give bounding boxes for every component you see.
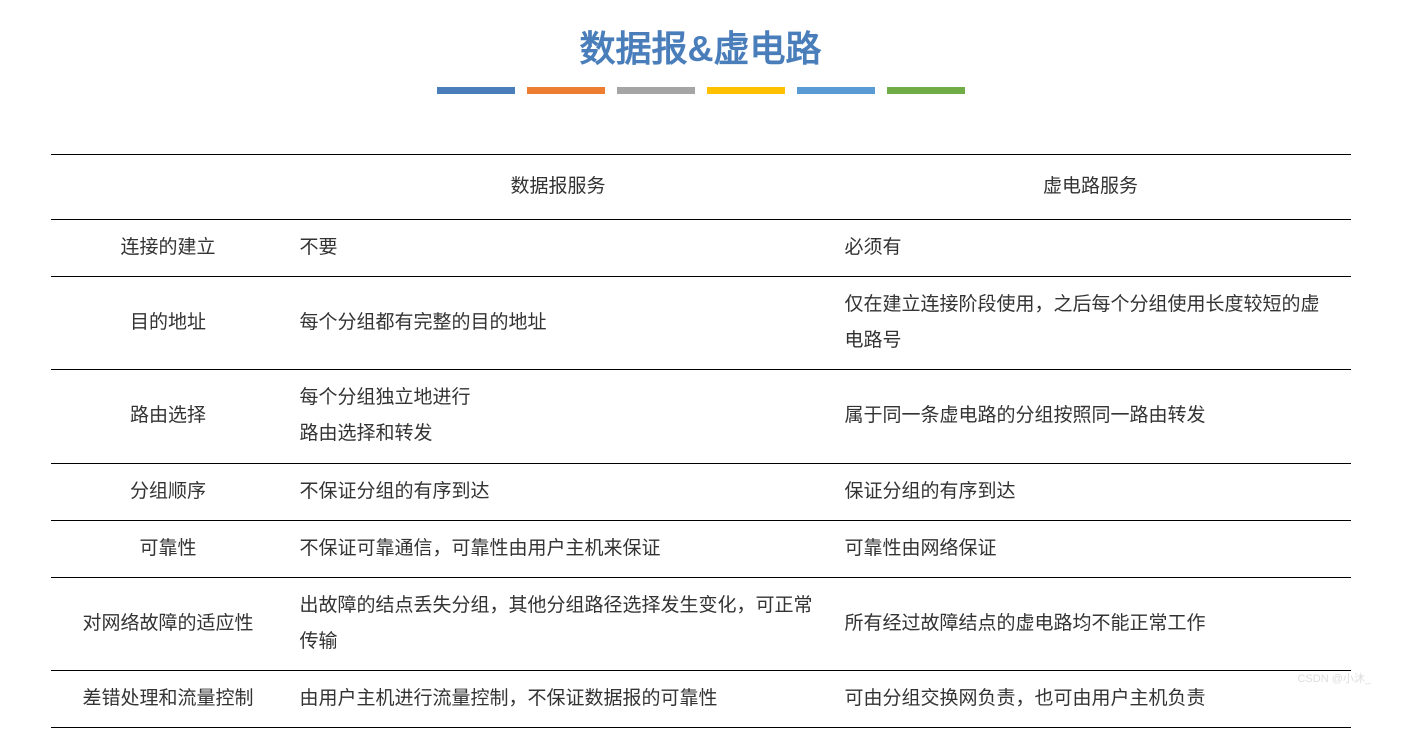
table-header-row: 数据报服务 虚电路服务 [51, 155, 1351, 220]
row-label: 路由选择 [51, 370, 286, 463]
color-bar-5 [797, 87, 875, 94]
row-label: 连接的建立 [51, 220, 286, 277]
row-datagram: 每个分组都有完整的目的地址 [286, 277, 831, 370]
color-bar-6 [887, 87, 965, 94]
table-row: 对网络故障的适应性 出故障的结点丢失分组，其他分组路径选择发生变化，可正常传输 … [51, 577, 1351, 670]
row-virtual-circuit: 属于同一条虚电路的分组按照同一路由转发 [831, 370, 1351, 463]
row-label: 分组顺序 [51, 463, 286, 520]
comparison-table: 数据报服务 虚电路服务 连接的建立 不要 必须有 目的地址 每个分组都有完整的目… [51, 154, 1351, 728]
row-label: 对网络故障的适应性 [51, 577, 286, 670]
row-datagram: 不保证可靠通信，可靠性由用户主机来保证 [286, 520, 831, 577]
row-datagram: 每个分组独立地进行路由选择和转发 [286, 370, 831, 463]
row-virtual-circuit: 可靠性由网络保证 [831, 520, 1351, 577]
watermark-text: CSDN @小沐_ [1297, 670, 1371, 686]
row-virtual-circuit: 仅在建立连接阶段使用，之后每个分组使用长度较短的虚电路号 [831, 277, 1351, 370]
table-row: 差错处理和流量控制 由用户主机进行流量控制，不保证数据报的可靠性 可由分组交换网… [51, 670, 1351, 727]
row-label: 目的地址 [51, 277, 286, 370]
row-virtual-circuit: 可由分组交换网负责，也可由用户主机负责 [831, 670, 1351, 727]
header-datagram: 数据报服务 [286, 155, 831, 220]
header-empty [51, 155, 286, 220]
table-row: 目的地址 每个分组都有完整的目的地址 仅在建立连接阶段使用，之后每个分组使用长度… [51, 277, 1351, 370]
header-virtual-circuit: 虚电路服务 [831, 155, 1351, 220]
row-datagram: 出故障的结点丢失分组，其他分组路径选择发生变化，可正常传输 [286, 577, 831, 670]
table-body: 连接的建立 不要 必须有 目的地址 每个分组都有完整的目的地址 仅在建立连接阶段… [51, 220, 1351, 728]
table-row: 分组顺序 不保证分组的有序到达 保证分组的有序到达 [51, 463, 1351, 520]
page-title: 数据报&虚电路 [0, 20, 1401, 72]
color-bar-3 [617, 87, 695, 94]
row-label: 可靠性 [51, 520, 286, 577]
row-datagram: 不要 [286, 220, 831, 277]
row-datagram: 不保证分组的有序到达 [286, 463, 831, 520]
row-datagram: 由用户主机进行流量控制，不保证数据报的可靠性 [286, 670, 831, 727]
color-bar-1 [437, 87, 515, 94]
row-virtual-circuit: 保证分组的有序到达 [831, 463, 1351, 520]
row-virtual-circuit: 所有经过故障结点的虚电路均不能正常工作 [831, 577, 1351, 670]
table-row: 可靠性 不保证可靠通信，可靠性由用户主机来保证 可靠性由网络保证 [51, 520, 1351, 577]
color-bar-4 [707, 87, 785, 94]
decorative-color-bars [0, 87, 1401, 94]
table-row: 路由选择 每个分组独立地进行路由选择和转发 属于同一条虚电路的分组按照同一路由转… [51, 370, 1351, 463]
row-label: 差错处理和流量控制 [51, 670, 286, 727]
table-row: 连接的建立 不要 必须有 [51, 220, 1351, 277]
row-virtual-circuit: 必须有 [831, 220, 1351, 277]
color-bar-2 [527, 87, 605, 94]
